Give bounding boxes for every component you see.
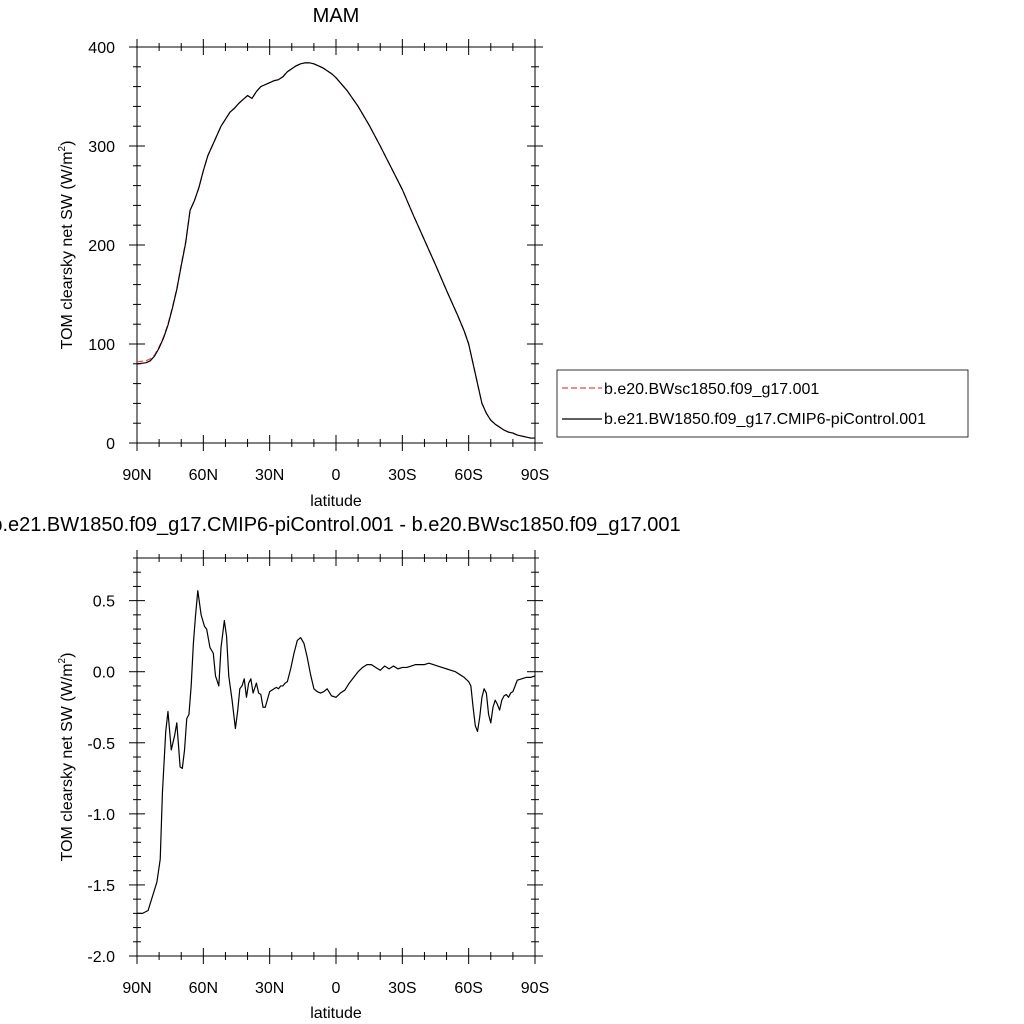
top-panel-series-line-2 <box>136 62 535 439</box>
bottom-panel-x-axis-label: latitude <box>310 1005 362 1022</box>
bottom-panel-y-tick-label: -1.5 <box>87 878 115 895</box>
top-panel-x-tick-label: 90S <box>521 467 549 484</box>
top-panel-x-tick-labels: 90N 60N 30N 0 30S 60S 90S <box>122 467 549 484</box>
top-panel-y-tick-label: 0 <box>106 436 115 453</box>
bottom-panel-series-line-1 <box>137 590 536 914</box>
top-panel-frame <box>136 46 536 444</box>
top-panel-y-axis-label-text: TOM clearsky net SW (W/m <box>59 151 76 349</box>
bottom-panel-title: b.e21.BW1850.f09_g17.CMIP6-piControl.001… <box>0 514 681 536</box>
bottom-panel-x-tick-labels: 90N 60N 30N 0 30S 60S 90S <box>122 980 549 997</box>
top-panel-y-axis-label: TOM clearsky net SW (W/m2) <box>57 141 76 350</box>
bottom-panel-x-tick-label: 0 <box>332 980 341 997</box>
bottom-panel-x-tick-label: 30S <box>388 980 416 997</box>
bottom-panel-x-tick-label: 60S <box>454 980 482 997</box>
top-panel: MAM 90N 60N 30N 0 30S 60S 90S 0 100 200 300 400 la… <box>57 5 549 510</box>
top-panel-y-axis-label-close: ) <box>59 141 76 146</box>
legend: b.e20.BWsc1850.f09_g17.001 b.e21.BW1850.… <box>556 369 969 438</box>
bottom-panel-x-tick-label: 60N <box>189 980 218 997</box>
bottom-panel-y-tick-label: -0.5 <box>87 736 115 753</box>
top-panel-y-tick-label: 300 <box>88 139 115 156</box>
bottom-panel-frame <box>136 557 536 957</box>
bottom-panel-y-axis-label-sup: 2 <box>57 657 68 663</box>
top-panel-y-tick-label: 100 <box>88 337 115 354</box>
legend-label-series-1: b.e20.BWsc1850.f09_g17.001 <box>604 381 819 398</box>
bottom-panel-y-axis-label-text: TOM clearsky net SW (W/m <box>59 663 76 861</box>
bottom-panel-series <box>137 590 536 914</box>
top-panel-y-axis-label-sup: 2 <box>57 145 68 151</box>
top-panel-title: MAM <box>313 5 360 27</box>
top-panel-series-line-1 <box>136 62 535 439</box>
bottom-panel-y-tick-label: -2.0 <box>87 949 115 966</box>
bottom-panel-x-tick-label: 30N <box>255 980 284 997</box>
bottom-panel-y-axis-label: TOM clearsky net SW (W/m2) <box>57 653 76 862</box>
bottom-panel-y-tick-label: -1.0 <box>87 807 115 824</box>
bottom-panel-x-tick-label: 90N <box>122 980 151 997</box>
bottom-panel-y-tick-labels: -2.0 -1.5 -1.0 -0.5 0.0 0.5 <box>87 594 115 966</box>
top-panel-y-tick-label: 400 <box>88 40 115 57</box>
top-panel-x-tick-label: 30S <box>388 467 416 484</box>
top-panel-ticks <box>129 39 543 451</box>
bottom-panel-x-tick-label: 90S <box>521 980 549 997</box>
top-panel-x-tick-label: 60S <box>454 467 482 484</box>
top-panel-x-axis-label: latitude <box>310 493 362 510</box>
top-panel-x-tick-label: 60N <box>189 467 218 484</box>
top-panel-x-tick-label: 30N <box>255 467 284 484</box>
top-panel-y-tick-label: 200 <box>88 238 115 255</box>
top-panel-series <box>136 62 535 439</box>
bottom-panel-y-tick-label: 0.0 <box>93 665 115 682</box>
bottom-panel-ticks <box>129 550 543 964</box>
legend-label-series-2: b.e21.BW1850.f09_g17.CMIP6-piControl.001 <box>604 411 926 428</box>
bottom-panel: b.e21.BW1850.f09_g17.CMIP6-piControl.001… <box>0 514 681 1022</box>
top-panel-x-tick-label: 0 <box>332 467 341 484</box>
top-panel-y-tick-labels: 0 100 200 300 400 <box>88 40 115 453</box>
bottom-panel-y-tick-label: 0.5 <box>93 594 115 611</box>
bottom-panel-y-axis-label-close: ) <box>59 653 76 658</box>
top-panel-x-tick-label: 90N <box>122 467 151 484</box>
legend-box <box>556 369 969 438</box>
